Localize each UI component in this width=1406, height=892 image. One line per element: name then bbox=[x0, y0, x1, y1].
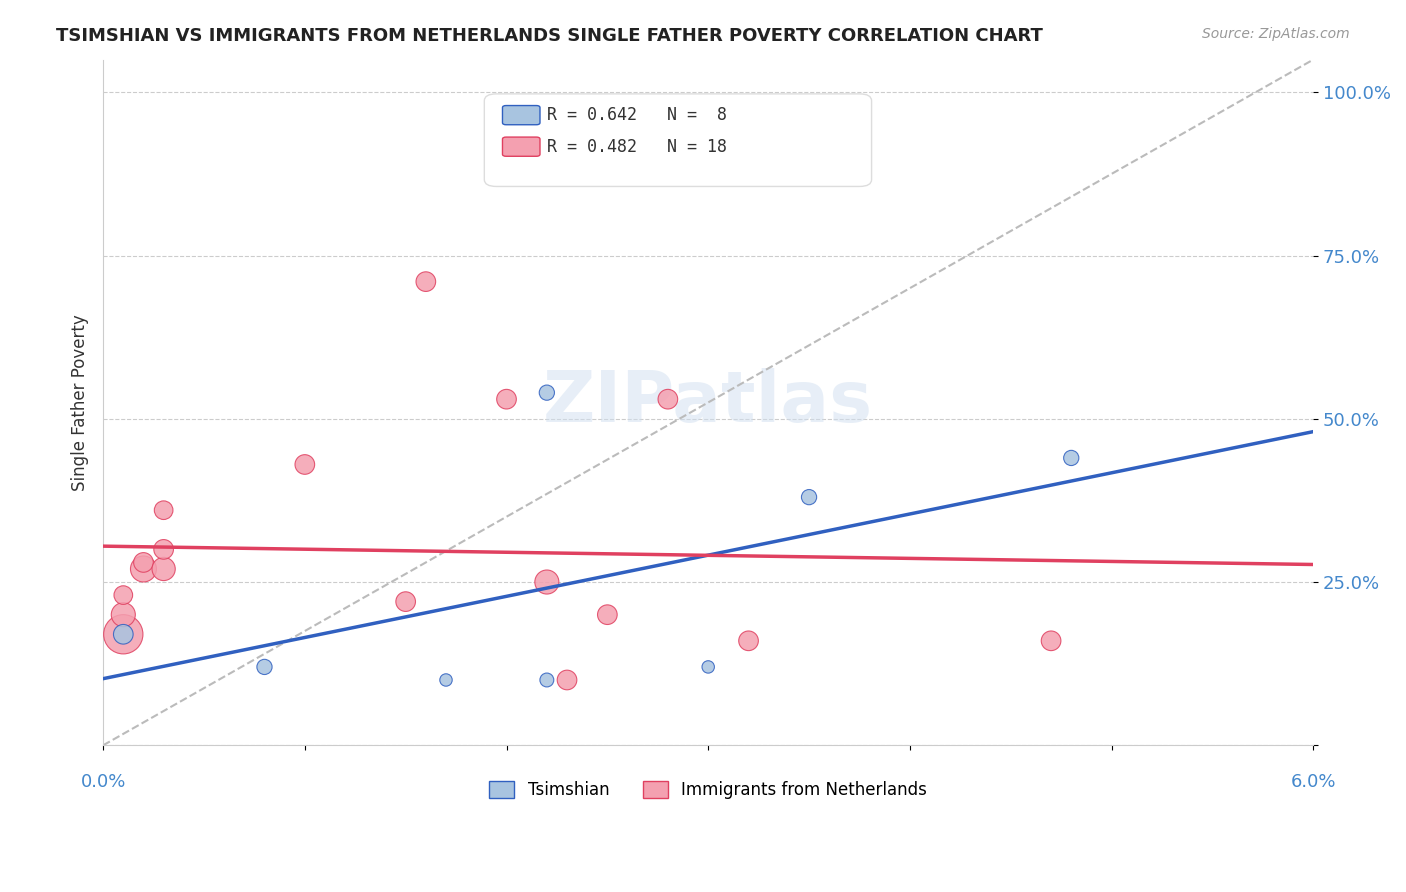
Y-axis label: Single Father Poverty: Single Father Poverty bbox=[72, 314, 89, 491]
Point bbox=[415, 275, 437, 289]
Point bbox=[536, 673, 558, 687]
Point bbox=[555, 673, 578, 687]
Point bbox=[657, 392, 679, 407]
FancyBboxPatch shape bbox=[502, 137, 540, 156]
Text: 6.0%: 6.0% bbox=[1291, 772, 1336, 790]
FancyBboxPatch shape bbox=[484, 94, 872, 186]
Point bbox=[112, 588, 135, 602]
Point bbox=[797, 490, 820, 504]
Point bbox=[1060, 450, 1083, 465]
Text: ZIPatlas: ZIPatlas bbox=[543, 368, 873, 437]
FancyBboxPatch shape bbox=[502, 105, 540, 125]
Point bbox=[536, 385, 558, 400]
Text: TSIMSHIAN VS IMMIGRANTS FROM NETHERLANDS SINGLE FATHER POVERTY CORRELATION CHART: TSIMSHIAN VS IMMIGRANTS FROM NETHERLANDS… bbox=[56, 27, 1043, 45]
Point bbox=[112, 627, 135, 641]
Point bbox=[152, 503, 174, 517]
Text: R = 0.642   N =  8: R = 0.642 N = 8 bbox=[547, 106, 727, 124]
Text: 0.0%: 0.0% bbox=[80, 772, 125, 790]
Point bbox=[294, 458, 316, 472]
Text: R = 0.482   N = 18: R = 0.482 N = 18 bbox=[547, 137, 727, 156]
Text: Source: ZipAtlas.com: Source: ZipAtlas.com bbox=[1202, 27, 1350, 41]
Point bbox=[1040, 633, 1063, 648]
Point bbox=[132, 556, 155, 570]
Point bbox=[737, 633, 759, 648]
Point bbox=[132, 562, 155, 576]
Point bbox=[112, 627, 135, 641]
Point bbox=[536, 574, 558, 589]
Point bbox=[152, 562, 174, 576]
Point bbox=[152, 542, 174, 557]
Point bbox=[253, 660, 276, 674]
Point bbox=[495, 392, 517, 407]
Point bbox=[112, 607, 135, 622]
Point bbox=[697, 660, 720, 674]
Legend: Tsimshian, Immigrants from Netherlands: Tsimshian, Immigrants from Netherlands bbox=[482, 774, 934, 805]
Point bbox=[596, 607, 619, 622]
Point bbox=[395, 594, 418, 608]
Point bbox=[434, 673, 457, 687]
